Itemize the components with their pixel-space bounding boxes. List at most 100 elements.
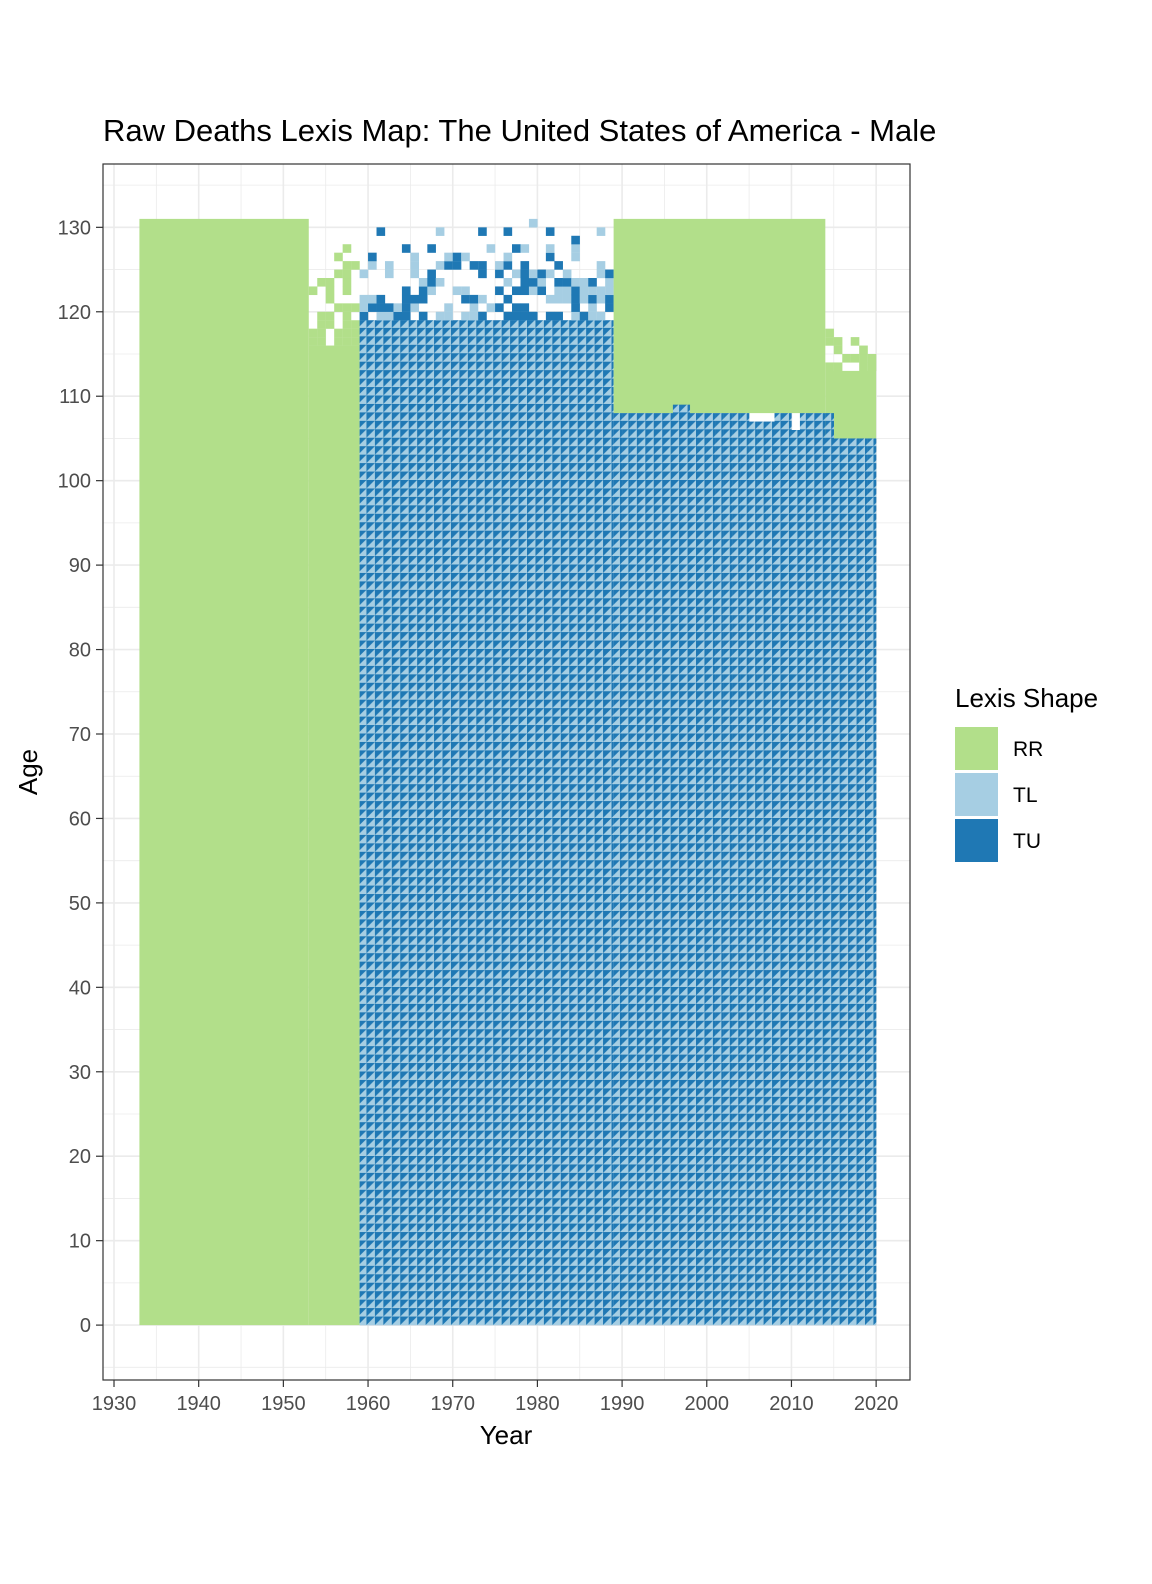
- tltu-cell: [384, 303, 394, 312]
- legend-title: Lexis Shape: [955, 683, 1098, 713]
- tltu-cell: [376, 303, 386, 312]
- rr-cell: [325, 311, 335, 321]
- tltu-cell: [486, 244, 496, 253]
- tltu-column: [698, 413, 707, 1326]
- y-tick-label: 10: [69, 1231, 91, 1253]
- tltu-column: [655, 413, 665, 1326]
- tltu-cell: [359, 294, 369, 304]
- rr-cell: [317, 311, 326, 321]
- x-tick-label: 1930: [92, 1393, 137, 1415]
- tltu-cell: [545, 294, 555, 304]
- tltu-cell: [554, 286, 563, 296]
- tltu-cell: [393, 311, 403, 321]
- x-tick-label: 1970: [430, 1393, 475, 1415]
- y-tick-label: 130: [58, 217, 91, 239]
- tltu-column: [613, 413, 623, 1326]
- tltu-cell: [503, 227, 513, 236]
- rr-cell: [833, 337, 843, 346]
- rr-cell: [867, 354, 877, 363]
- tltu-cell: [520, 269, 530, 279]
- tltu-cell: [410, 269, 420, 279]
- data-layer: [139, 218, 877, 1326]
- y-tick-label: 40: [69, 977, 91, 999]
- rr-cell: [351, 320, 360, 329]
- rr-cell: [342, 244, 352, 253]
- rr-cell: [842, 354, 851, 363]
- tltu-cell: [596, 227, 606, 236]
- rr-cell: [334, 328, 343, 338]
- legend: Lexis Shape RR TL TU: [955, 683, 1098, 862]
- y-tick-label: 120: [58, 302, 91, 324]
- tltu-cell: [554, 311, 563, 321]
- rr-cell: [342, 269, 352, 279]
- rr-cell: [334, 269, 343, 279]
- rr-cell: [317, 278, 326, 287]
- tltu-cell: [512, 286, 521, 296]
- legend-label-rr: RR: [1013, 738, 1043, 761]
- legend-label-tl: TL: [1013, 784, 1038, 807]
- tltu-cell: [512, 303, 521, 312]
- rr-cell: [825, 337, 834, 346]
- tltu-cell: [512, 311, 521, 321]
- tltu-column: [799, 413, 809, 1326]
- tltu-cell: [427, 269, 436, 279]
- tltu-cell: [401, 311, 411, 321]
- rr-cell: [334, 252, 343, 262]
- x-tick-label: 2000: [685, 1393, 730, 1415]
- tltu-cell: [562, 278, 572, 287]
- tltu-cell: [444, 252, 453, 262]
- rr-cell: [342, 286, 352, 296]
- tltu-cell: [461, 294, 470, 304]
- tltu-region: [359, 320, 614, 1326]
- tltu-cell: [579, 311, 589, 321]
- tltu-cell: [588, 278, 597, 287]
- tltu-cell: [444, 311, 453, 321]
- tltu-column: [757, 421, 767, 1326]
- rr-cell: [325, 278, 335, 287]
- rr-cell: [351, 303, 360, 312]
- legend-key-rr: [955, 727, 998, 770]
- tltu-cell: [401, 286, 411, 296]
- tltu-cell: [427, 278, 436, 287]
- tltu-cell: [478, 269, 487, 279]
- rr-cell: [859, 345, 868, 355]
- tltu-cell: [393, 303, 403, 312]
- tltu-column: [622, 413, 631, 1326]
- tltu-cell: [588, 303, 597, 312]
- tltu-cell: [605, 294, 614, 304]
- rr-cell: [325, 294, 335, 304]
- tltu-cell: [503, 311, 513, 321]
- tltu-cell: [401, 294, 411, 304]
- tltu-cell: [554, 261, 563, 270]
- tltu-cell: [368, 252, 377, 262]
- tltu-cell: [427, 286, 436, 296]
- tltu-cell: [571, 311, 580, 321]
- tltu-cell: [495, 261, 504, 270]
- tltu-column: [647, 413, 657, 1326]
- legend-key-tl: [955, 773, 998, 816]
- x-tick-label: 1980: [515, 1393, 560, 1415]
- tltu-cell: [418, 278, 428, 287]
- tltu-cell: [605, 286, 614, 296]
- tltu-cell: [528, 278, 538, 287]
- tltu-cell: [435, 311, 445, 321]
- y-tick-label: 0: [80, 1315, 91, 1337]
- rr-cell: [325, 286, 335, 296]
- y-axis: 0 10 20 30 40 50 60 70 80 90 100 110 120 130: [58, 217, 103, 1337]
- rr-region: [139, 218, 309, 1326]
- tltu-cell: [452, 252, 462, 262]
- rr-cell: [317, 337, 326, 346]
- tltu-cell: [368, 303, 377, 312]
- tltu-column: [842, 438, 851, 1326]
- tltu-cell: [596, 286, 606, 296]
- y-tick-label: 70: [69, 724, 91, 746]
- tltu-cell: [469, 311, 479, 321]
- tltu-cell: [486, 303, 496, 312]
- tltu-cell: [537, 286, 547, 296]
- legend-key-tu: [955, 819, 998, 862]
- tltu-cell: [418, 294, 428, 304]
- tltu-cell: [401, 303, 411, 312]
- tltu-cell: [410, 294, 420, 304]
- tltu-cell: [554, 294, 563, 304]
